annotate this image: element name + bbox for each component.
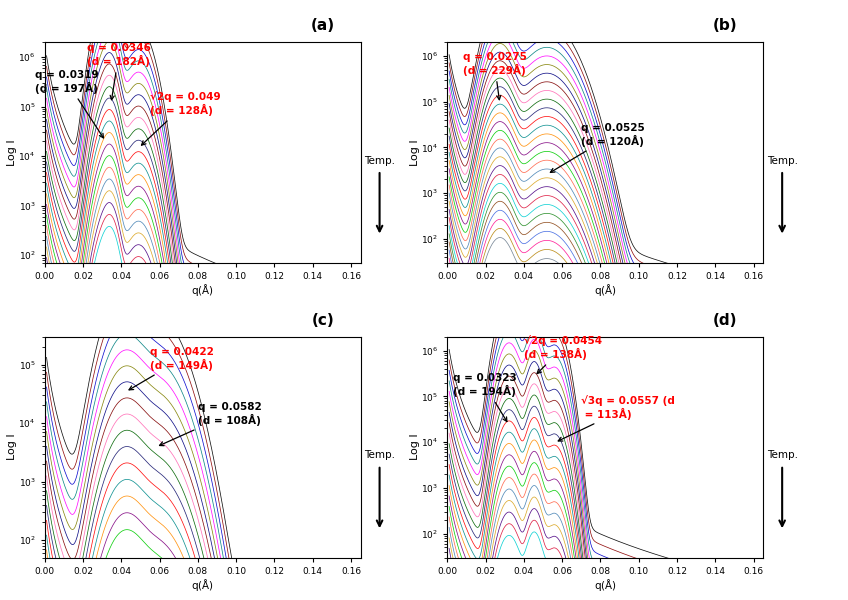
Text: q = 0.0525
(d = 120Å): q = 0.0525 (d = 120Å) xyxy=(550,123,645,172)
X-axis label: q($\rm\AA$): q($\rm\AA$) xyxy=(191,577,214,593)
Y-axis label: Log I: Log I xyxy=(410,139,420,166)
Text: (b): (b) xyxy=(713,18,738,33)
Text: √2q = 0.049
(d = 128Å): √2q = 0.049 (d = 128Å) xyxy=(142,91,220,145)
Text: q = 0.0323
(d = 194Å): q = 0.0323 (d = 194Å) xyxy=(453,373,516,422)
Text: Temp.: Temp. xyxy=(364,451,395,460)
Y-axis label: Log I: Log I xyxy=(7,139,17,166)
Text: (d): (d) xyxy=(713,313,738,328)
Text: q = 0.0346
(d = 182Å): q = 0.0346 (d = 182Å) xyxy=(86,43,151,100)
Text: q = 0.0422
(d = 149Å): q = 0.0422 (d = 149Å) xyxy=(129,347,214,390)
Text: √2q = 0.0454
(d = 138Å): √2q = 0.0454 (d = 138Å) xyxy=(524,335,602,374)
Text: q = 0.0582
(d = 108Å): q = 0.0582 (d = 108Å) xyxy=(159,402,261,446)
X-axis label: q($\rm\AA$): q($\rm\AA$) xyxy=(594,283,616,298)
Text: Temp.: Temp. xyxy=(767,451,798,460)
Text: Temp.: Temp. xyxy=(767,156,798,166)
Text: q = 0.0319
(d = 197Å): q = 0.0319 (d = 197Å) xyxy=(35,70,103,138)
Text: (a): (a) xyxy=(310,18,335,33)
Text: (c): (c) xyxy=(311,313,334,328)
Y-axis label: Log I: Log I xyxy=(410,434,420,460)
X-axis label: q($\rm\AA$): q($\rm\AA$) xyxy=(594,577,616,593)
Text: √3q = 0.0557 (d
 = 113Å): √3q = 0.0557 (d = 113Å) xyxy=(558,395,675,441)
X-axis label: q($\rm\AA$): q($\rm\AA$) xyxy=(191,283,214,298)
Text: Temp.: Temp. xyxy=(364,156,395,166)
Text: q = 0.0275
(d = 229Å): q = 0.0275 (d = 229Å) xyxy=(462,52,527,100)
Y-axis label: Log I: Log I xyxy=(7,434,17,460)
